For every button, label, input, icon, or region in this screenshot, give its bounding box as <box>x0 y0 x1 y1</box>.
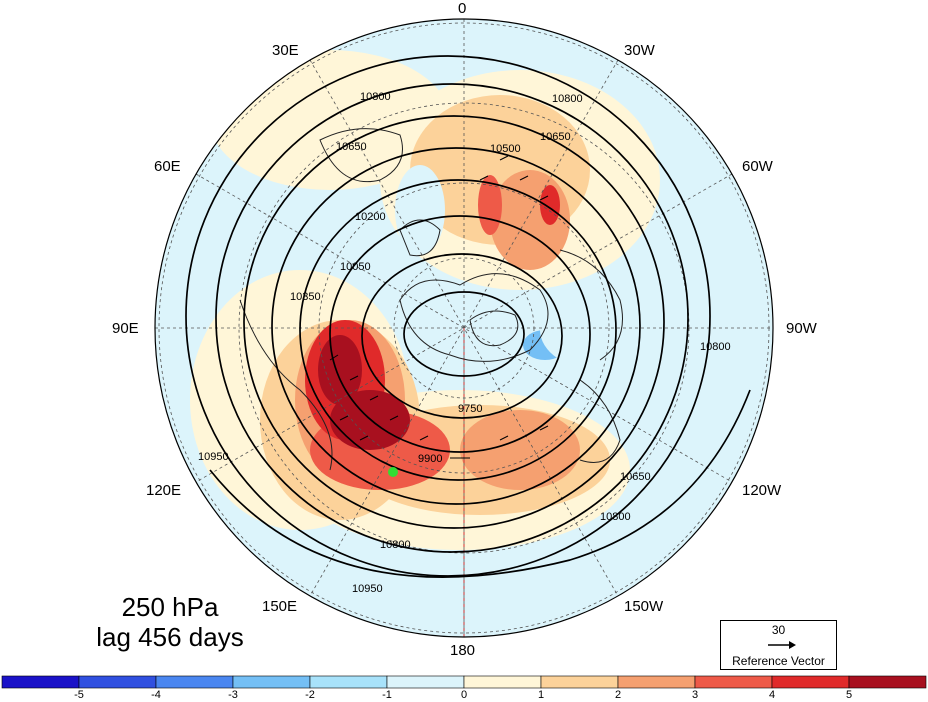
colorbar-tick-label: -3 <box>228 689 238 701</box>
lon-label-120w: 120W <box>742 482 782 499</box>
contour-label: 10800 <box>380 539 411 551</box>
contour-label: 10650 <box>540 131 571 143</box>
lon-label-60e: 60E <box>154 158 181 175</box>
contour-label: 10950 <box>352 583 383 595</box>
coastlines <box>239 128 623 471</box>
contour-label: 9900 <box>418 453 442 465</box>
contour-label: 10200 <box>355 211 386 223</box>
lon-label-120e: 120E <box>146 482 182 499</box>
map-border <box>154 18 774 638</box>
colorbar-tick-label: 4 <box>768 689 776 701</box>
colorbar-swatch <box>540 675 619 689</box>
colorbar-swatch <box>771 675 850 689</box>
colorbar-swatch <box>694 675 773 689</box>
lon-label-60w: 60W <box>742 158 773 175</box>
contour-label: 9750 <box>458 403 482 415</box>
reference-vector-label: Reference Vector <box>732 654 825 668</box>
lon-label-30e: 30E <box>272 42 299 59</box>
colorbar-swatch <box>1 675 80 689</box>
colorbar-swatch <box>155 675 234 689</box>
lon-label-150w: 150W <box>624 598 664 615</box>
reference-arrow-icon <box>768 641 796 649</box>
plot-title: 250 hPa lag 456 days <box>70 592 270 652</box>
title-level: 250 hPa <box>121 592 219 622</box>
colorbar-tick-label: 3 <box>691 689 699 701</box>
wind-vectors <box>329 155 549 459</box>
colorbar-tick-label: 1 <box>537 689 545 701</box>
height-contours <box>185 55 751 578</box>
lon-label-90e: 90E <box>112 320 139 337</box>
colorbar-tick-label: 0 <box>460 689 468 701</box>
colorbar-swatch <box>232 675 311 689</box>
colorbar-swatch <box>78 675 157 689</box>
location-marker <box>388 467 398 477</box>
contour-label: 10050 <box>340 261 371 273</box>
colorbar-tick-label: -4 <box>151 689 161 701</box>
lon-label-180: 180 <box>450 642 476 659</box>
colorbar <box>1 675 927 689</box>
colorbar-tick-label: 5 <box>845 689 853 701</box>
contour-label: 10650 <box>620 471 651 483</box>
colorbar-swatch <box>463 675 542 689</box>
contour-label: 10800 <box>552 93 583 105</box>
lon-label-90w: 90W <box>786 320 817 337</box>
colorbar-swatch <box>309 675 388 689</box>
contour-labels: 10800 10800 10650 10650 10500 10350 1020… <box>198 91 731 595</box>
reference-vector-value: 30 <box>771 623 786 637</box>
contour-label: 10800 <box>700 341 731 353</box>
contour-label: 10800 <box>360 91 391 103</box>
lon-label-150e: 150E <box>262 598 298 615</box>
title-lag: lag 456 days <box>96 622 244 652</box>
colorbar-swatch <box>386 675 465 689</box>
contour-label: 10950 <box>198 451 229 463</box>
contour-label: 10650 <box>336 141 367 153</box>
colorbar-tick-label: -1 <box>382 689 392 701</box>
reference-vector-box: 30 Reference Vector <box>720 620 837 670</box>
colorbar-swatch <box>617 675 696 689</box>
colorbar-swatch <box>848 675 927 689</box>
contour-label: 10500 <box>490 143 521 155</box>
lon-label-30w: 30W <box>624 42 655 59</box>
colorbar-tick-label: -5 <box>74 689 84 701</box>
lon-label-0: 0 <box>458 0 467 17</box>
colorbar-tick-label: -2 <box>305 689 315 701</box>
contour-label: 10800 <box>600 511 631 523</box>
contour-label: 10350 <box>290 291 321 303</box>
colorbar-tick-label: 2 <box>614 689 622 701</box>
